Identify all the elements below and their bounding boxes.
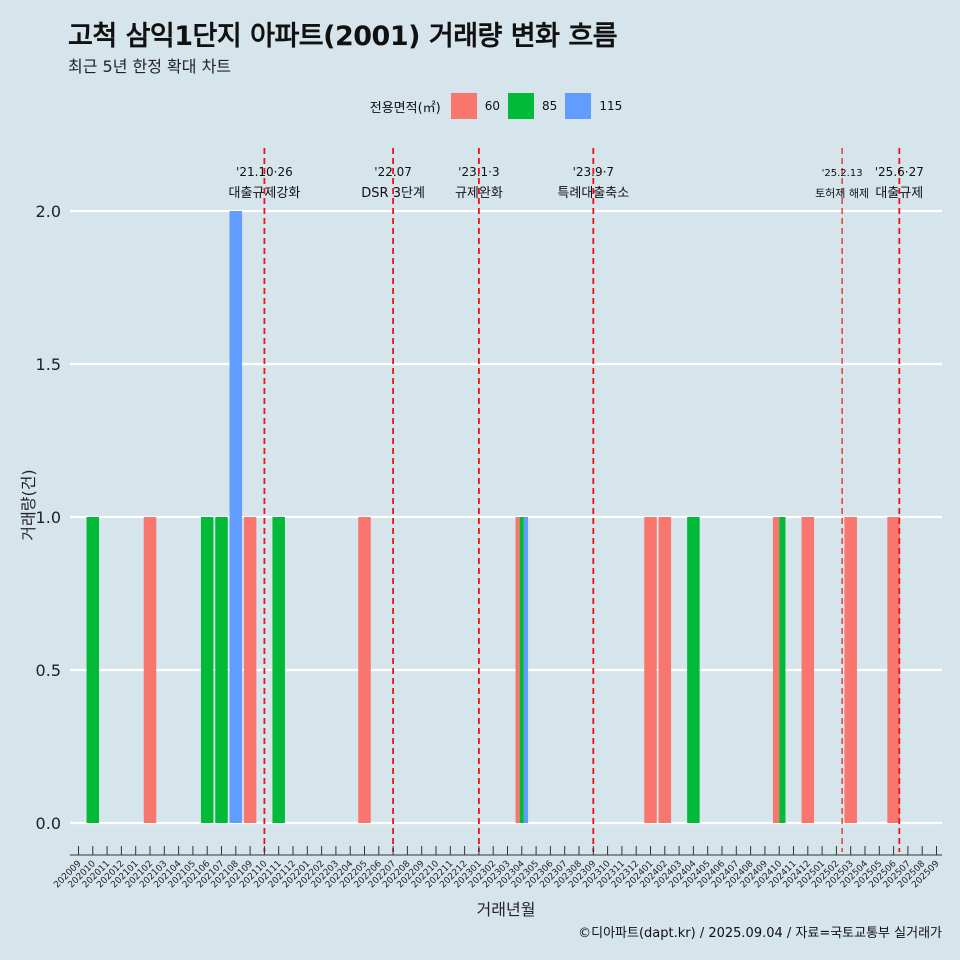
- bar-85-202304: [519, 517, 524, 823]
- event-lines: '21.10·26 대출규제강화 '22.07 DSR 3단계 '23.1·3 규제완화 '…: [229, 148, 924, 852]
- x-axis-title: 거래년월: [477, 900, 536, 919]
- bar-60-202109: [243, 517, 257, 823]
- y-tick-label: 1.0: [36, 508, 61, 527]
- bar-85-202106: [200, 517, 214, 823]
- legend-title: 전용면적(㎡): [369, 100, 441, 116]
- bar-60-202304: [515, 517, 520, 823]
- bar-60-202402: [658, 517, 672, 823]
- event-date-0: '21.10·26: [236, 165, 293, 179]
- bar-115-202304: [523, 517, 529, 823]
- y-tick-label: 0.5: [36, 661, 61, 680]
- bars: [86, 211, 900, 823]
- y-tick-label: 0.0: [36, 814, 61, 833]
- bar-60-202401: [644, 517, 657, 823]
- event-date-4: '25.2.13: [822, 168, 863, 179]
- event-label-5: 대출규제: [875, 186, 923, 201]
- legend-label-115: 115: [599, 99, 623, 113]
- event-date-2: '23.1·3: [458, 165, 499, 179]
- axes: 0.00.51.01.52.02020092020102020112020122…: [19, 202, 942, 919]
- y-axis-title: 거래량(건): [19, 469, 38, 540]
- y-tick-label: 1.5: [36, 355, 61, 374]
- bar-85-202404: [687, 517, 700, 823]
- bar-85-202410: [779, 517, 786, 823]
- legend: 전용면적(㎡) 60 85 115: [0, 93, 960, 119]
- event-label-1: DSR 3단계: [361, 186, 425, 201]
- y-tick-label: 2.0: [36, 202, 61, 221]
- bar-85-202010: [86, 517, 100, 823]
- event-date-1: '22.07: [374, 165, 412, 179]
- bar-115-202108: [229, 211, 243, 823]
- legend-label-85: 85: [542, 99, 558, 113]
- bar-85-202107: [215, 517, 228, 823]
- legend-key-115: [565, 93, 592, 119]
- legend-key-85: [508, 93, 535, 119]
- bar-60-202506: [887, 517, 900, 823]
- bar-60-202205: [358, 517, 371, 823]
- chart-subtitle: 최근 5년 한정 확대 차트: [68, 57, 232, 76]
- event-date-5: '25.6·27: [875, 165, 924, 179]
- source-caption: ©디아파트(dapt.kr) / 2025.09.04 / 자료=국토교통부 실…: [578, 926, 942, 941]
- event-label-2: 규제완화: [455, 186, 503, 201]
- legend-key-60: [450, 93, 477, 119]
- bar-85-202111: [272, 517, 285, 823]
- event-label-4: 토허제 해제: [815, 186, 869, 200]
- event-date-3: '23.9·7: [573, 165, 614, 179]
- legend-label-60: 60: [484, 99, 501, 113]
- bar-60-202102: [143, 517, 157, 823]
- bar-60-202410: [772, 517, 780, 823]
- bar-60-202412: [801, 517, 815, 823]
- bar-60-202503: [844, 517, 857, 823]
- event-label-0: 대출규제강화: [229, 186, 301, 201]
- event-label-3: 특례대출축소: [557, 186, 629, 201]
- chart-title: 고척 삼익1단지 아파트(2001) 거래량 변화 흐름: [68, 21, 618, 52]
